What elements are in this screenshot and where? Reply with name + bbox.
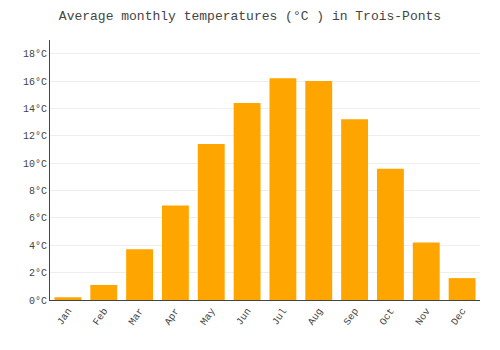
svg-text:18°C: 18°C	[23, 49, 47, 60]
svg-text:0°C: 0°C	[29, 296, 47, 307]
svg-text:8°C: 8°C	[29, 186, 47, 197]
svg-text:Apr: Apr	[163, 306, 182, 327]
svg-text:Feb: Feb	[91, 306, 110, 327]
svg-text:16°C: 16°C	[23, 77, 47, 88]
svg-text:4°C: 4°C	[29, 241, 47, 252]
svg-text:Jul: Jul	[270, 306, 289, 327]
svg-text:May: May	[198, 306, 217, 327]
svg-text:Jan: Jan	[55, 306, 74, 327]
svg-text:6°C: 6°C	[29, 213, 47, 224]
svg-text:Nov: Nov	[413, 306, 432, 327]
svg-text:Jun: Jun	[234, 306, 253, 327]
svg-text:Mar: Mar	[127, 306, 146, 327]
svg-text:Dec: Dec	[449, 306, 468, 327]
svg-text:Aug: Aug	[306, 306, 325, 327]
svg-text:2°C: 2°C	[29, 268, 47, 279]
svg-text:12°C: 12°C	[23, 131, 47, 142]
svg-text:14°C: 14°C	[23, 104, 47, 115]
svg-text:Oct: Oct	[378, 306, 397, 327]
svg-text:10°C: 10°C	[23, 159, 47, 170]
svg-text:Average monthly temperatures (: Average monthly temperatures (°C ) in Tr…	[59, 9, 441, 24]
svg-text:Sep: Sep	[342, 306, 361, 327]
